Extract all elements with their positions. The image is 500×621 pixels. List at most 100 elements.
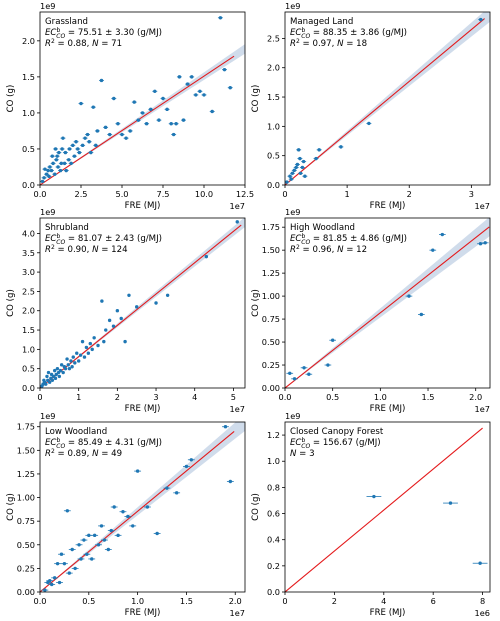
data-point: [80, 143, 85, 148]
data-point: [42, 176, 46, 180]
data-point: [67, 571, 71, 575]
y-tick-label: 0.5: [267, 151, 280, 161]
x-tick-label: 0: [282, 596, 287, 606]
data-point: [165, 107, 169, 112]
land-cover-label: Grassland: [45, 17, 88, 27]
data-point: [54, 372, 58, 377]
data-point: [63, 150, 68, 155]
data-point: [165, 486, 169, 490]
data-point: [52, 576, 57, 580]
data-point: [80, 339, 85, 344]
data-point: [194, 93, 198, 97]
data-point: [161, 96, 165, 101]
data-point: [301, 159, 306, 164]
axes-frame: [284, 421, 491, 593]
data-point: [218, 16, 223, 20]
axes-frame: [39, 217, 246, 389]
data-point: [140, 111, 145, 115]
y-tick-label: 1.75: [17, 422, 35, 432]
emission-factor: ECb CO = 156.67 (g/MJ): [290, 437, 381, 450]
data-point: [62, 161, 67, 166]
y-tick-label: 2.0: [22, 36, 35, 46]
data-point: [136, 118, 141, 122]
y-tick-label: 0.75: [262, 314, 280, 324]
y-scale-label: 1e9: [40, 207, 55, 217]
y-scale-label: 1e9: [285, 1, 300, 11]
data-point: [478, 17, 483, 22]
x-tick-label: 2.0: [229, 596, 242, 606]
data-point: [54, 158, 59, 162]
data-point: [94, 143, 98, 148]
data-point: [55, 366, 60, 371]
y-tick-label: 0.2: [267, 561, 280, 571]
fit-line: [285, 427, 483, 592]
data-point: [123, 339, 127, 344]
plot-area: [285, 427, 488, 592]
x-tick-label: 10.0: [195, 189, 213, 199]
x-tick-label: 1.0: [131, 596, 144, 606]
y-tick-label: 0.8: [267, 482, 280, 492]
data-point: [185, 82, 190, 86]
data-point: [154, 301, 158, 305]
data-point: [87, 533, 91, 538]
data-point: [120, 132, 124, 137]
data-point: [294, 165, 298, 170]
data-point: [290, 171, 295, 175]
data-point: [317, 148, 321, 152]
data-point: [96, 543, 101, 547]
data-point: [296, 148, 301, 152]
y-scale-label: 1e9: [285, 207, 300, 217]
y-tick-label: 0.75: [17, 516, 35, 526]
data-point: [419, 312, 424, 317]
y-tick-label: 2.0: [267, 63, 280, 73]
data-point: [45, 374, 49, 379]
land-cover-label: Low Woodland: [45, 427, 107, 437]
data-point: [165, 293, 170, 297]
data-point: [50, 154, 54, 158]
data-point: [87, 140, 91, 144]
x-tick-label: 0.0: [278, 392, 291, 402]
data-point: [95, 129, 100, 133]
data-point: [204, 254, 209, 259]
x-scale-label: 1e7: [230, 404, 245, 414]
y-tick-label: 0.5: [22, 144, 35, 154]
data-point: [103, 125, 108, 130]
data-point: [60, 147, 64, 151]
data-point: [104, 328, 108, 332]
data-point: [67, 147, 72, 151]
y-tick-label: 3.0: [22, 267, 35, 277]
data-point: [48, 578, 52, 583]
data-point: [47, 380, 52, 384]
data-point: [40, 179, 45, 184]
data-point: [63, 366, 68, 371]
x-tick-label: 7.5: [156, 189, 169, 199]
y-tick-label: 4.0: [22, 228, 35, 238]
data-point: [128, 129, 132, 133]
data-point: [90, 557, 94, 561]
fit-statistics: N = 3: [290, 449, 315, 459]
data-point: [57, 150, 61, 155]
y-axis-title: CO (g): [251, 289, 261, 317]
data-point: [288, 174, 292, 178]
data-point: [111, 324, 116, 328]
y-tick-label: 1.00: [17, 493, 35, 503]
y-tick-label: 0.00: [262, 383, 280, 393]
data-point: [58, 368, 63, 373]
data-point: [56, 165, 60, 169]
subplot-managed-land: 0 1 2 3 0.0 0.5 1.0 1.5 2.0 2.5 1e9 1e7 FRE (MJ) CO (…: [251, 1, 491, 211]
land-cover-label: High Woodland: [290, 223, 355, 233]
data-point: [202, 93, 206, 97]
data-point: [367, 121, 371, 126]
x-tick-label: 5: [231, 392, 236, 402]
data-point: [70, 547, 74, 552]
data-point: [119, 316, 123, 321]
y-axis-title: CO (g): [6, 289, 16, 317]
data-point: [288, 371, 292, 375]
data-point: [82, 538, 86, 542]
data-point: [69, 161, 73, 166]
data-point: [51, 161, 55, 166]
subplot-high-woodland: 0.0 0.5 1.0 1.5 2.0 0.00 0.25 0.50 0.75 1.00 1.25 1…: [251, 207, 491, 414]
land-cover-label: Managed Land: [290, 17, 353, 27]
data-point: [116, 533, 120, 538]
